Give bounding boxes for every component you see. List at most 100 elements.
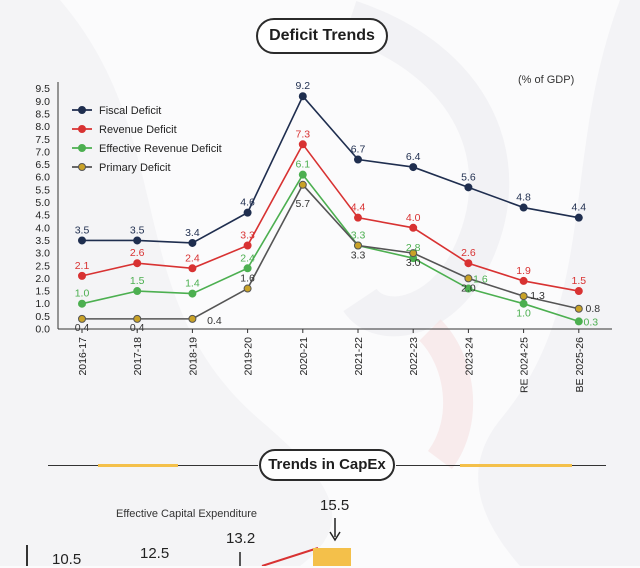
legend-label: Revenue Deficit (99, 124, 177, 136)
data-label: 2.6 (130, 247, 145, 259)
data-point (409, 223, 418, 232)
data-label: 3.5 (75, 224, 90, 236)
x-tick-label: 2016-17 (77, 337, 89, 376)
data-point (409, 249, 418, 258)
data-point (574, 213, 583, 222)
capex-trend-line (261, 547, 319, 566)
data-label: 3.5 (130, 224, 145, 236)
data-label: 4.6 (240, 197, 255, 209)
data-point (464, 284, 473, 293)
data-point (188, 314, 197, 323)
data-label: 2.8 (406, 242, 421, 254)
data-point (354, 213, 362, 222)
data-point (78, 236, 86, 245)
capex-axis (26, 545, 28, 566)
data-label: 1.3 (530, 290, 545, 302)
data-label: 6.4 (406, 151, 421, 163)
data-point (298, 180, 307, 189)
data-point (574, 304, 583, 313)
capex-title: Trends in CapEx (259, 449, 395, 481)
x-tick-label: 2021-22 (353, 337, 365, 376)
unit-label: (% of GDP) (518, 74, 575, 86)
data-point (78, 314, 86, 323)
series-line-3 (82, 183, 579, 320)
data-label: 1.5 (130, 275, 145, 287)
y-tick-label: 6.0 (35, 172, 50, 184)
data-label: 4.4 (571, 202, 586, 214)
y-tick-label: 2.5 (35, 260, 50, 272)
y-tick-label: 5.5 (35, 184, 50, 196)
y-tick-label: 4.5 (35, 210, 50, 222)
x-tick-label: 2018-19 (187, 337, 199, 376)
data-label: 2.4 (185, 252, 200, 264)
y-tick-label: 9.5 (35, 83, 50, 95)
data-label: 3.3 (351, 230, 366, 242)
legend-marker (78, 144, 86, 152)
y-tick-label: 7.0 (35, 146, 50, 158)
capex-value-4: 15.5 (320, 497, 350, 514)
y-tick-label: 7.5 (35, 134, 50, 146)
data-label: 3.3 (240, 230, 255, 242)
data-point (78, 271, 86, 280)
y-tick-label: 1.5 (35, 286, 50, 298)
data-label: 5.6 (461, 171, 476, 183)
data-label: 5.7 (295, 198, 310, 210)
y-tick-label: 1.0 (35, 298, 50, 310)
data-label: 1.5 (571, 275, 586, 287)
y-tick-label: 4.0 (35, 222, 50, 234)
data-label: 1.0 (75, 288, 90, 300)
series-line-1 (81, 142, 579, 292)
data-point (354, 155, 362, 164)
data-label: 0.3 (583, 316, 598, 328)
legend-marker (78, 125, 86, 133)
x-tick-label: 2020-21 (298, 337, 310, 376)
y-tick-label: 8.0 (35, 121, 50, 133)
y-tick-label: 5.0 (35, 197, 50, 209)
data-label: 3.4 (185, 227, 200, 239)
data-label: 2.6 (461, 247, 476, 259)
capex-divider-accent-left (98, 464, 178, 467)
data-label: 1.9 (516, 265, 531, 277)
data-label: 1.6 (473, 274, 488, 286)
data-point (574, 317, 583, 326)
x-tick-label: RE 2024-25 (519, 337, 531, 393)
y-tick-label: 2.0 (35, 273, 50, 285)
data-label: 0.4 (130, 322, 145, 334)
data-label: 7.3 (295, 128, 310, 140)
data-point (354, 241, 362, 250)
data-point (243, 208, 252, 217)
deficit-chart: 0.00.51.01.52.02.53.03.54.04.55.05.56.06… (35, 80, 612, 393)
capex-value-3: 13.2 (226, 530, 256, 547)
y-tick-label: 0.0 (35, 324, 50, 336)
capex-subtitle: Effective Capital Expenditure (116, 508, 258, 520)
data-point (188, 289, 197, 298)
data-label: 0.4 (207, 315, 222, 327)
legend-marker (78, 106, 86, 114)
y-tick-label: 0.5 (35, 311, 50, 323)
data-point (78, 299, 86, 308)
data-label: 1.4 (185, 278, 200, 290)
data-point (519, 299, 528, 308)
capex-bar-4 (313, 548, 351, 566)
data-label: 2.1 (75, 260, 90, 272)
data-label: 4.0 (406, 212, 421, 224)
series-line-0 (82, 94, 579, 244)
data-point (243, 241, 252, 250)
data-label: 6.1 (295, 159, 310, 171)
data-label: 4.4 (351, 202, 366, 214)
data-label: 6.7 (351, 143, 366, 155)
data-label: 2.4 (240, 252, 255, 264)
y-tick-label: 3.5 (35, 235, 50, 247)
data-point (464, 259, 473, 268)
data-point (464, 183, 473, 192)
y-tick-label: 6.5 (35, 159, 50, 171)
y-tick-label: 9.0 (35, 96, 50, 108)
data-point (133, 236, 142, 245)
capex-value-1: 10.5 (52, 551, 82, 568)
legend-marker (78, 163, 86, 171)
data-point (574, 287, 583, 296)
capex-divider-accent-right (460, 464, 572, 467)
y-tick-label: 3.0 (35, 248, 50, 260)
